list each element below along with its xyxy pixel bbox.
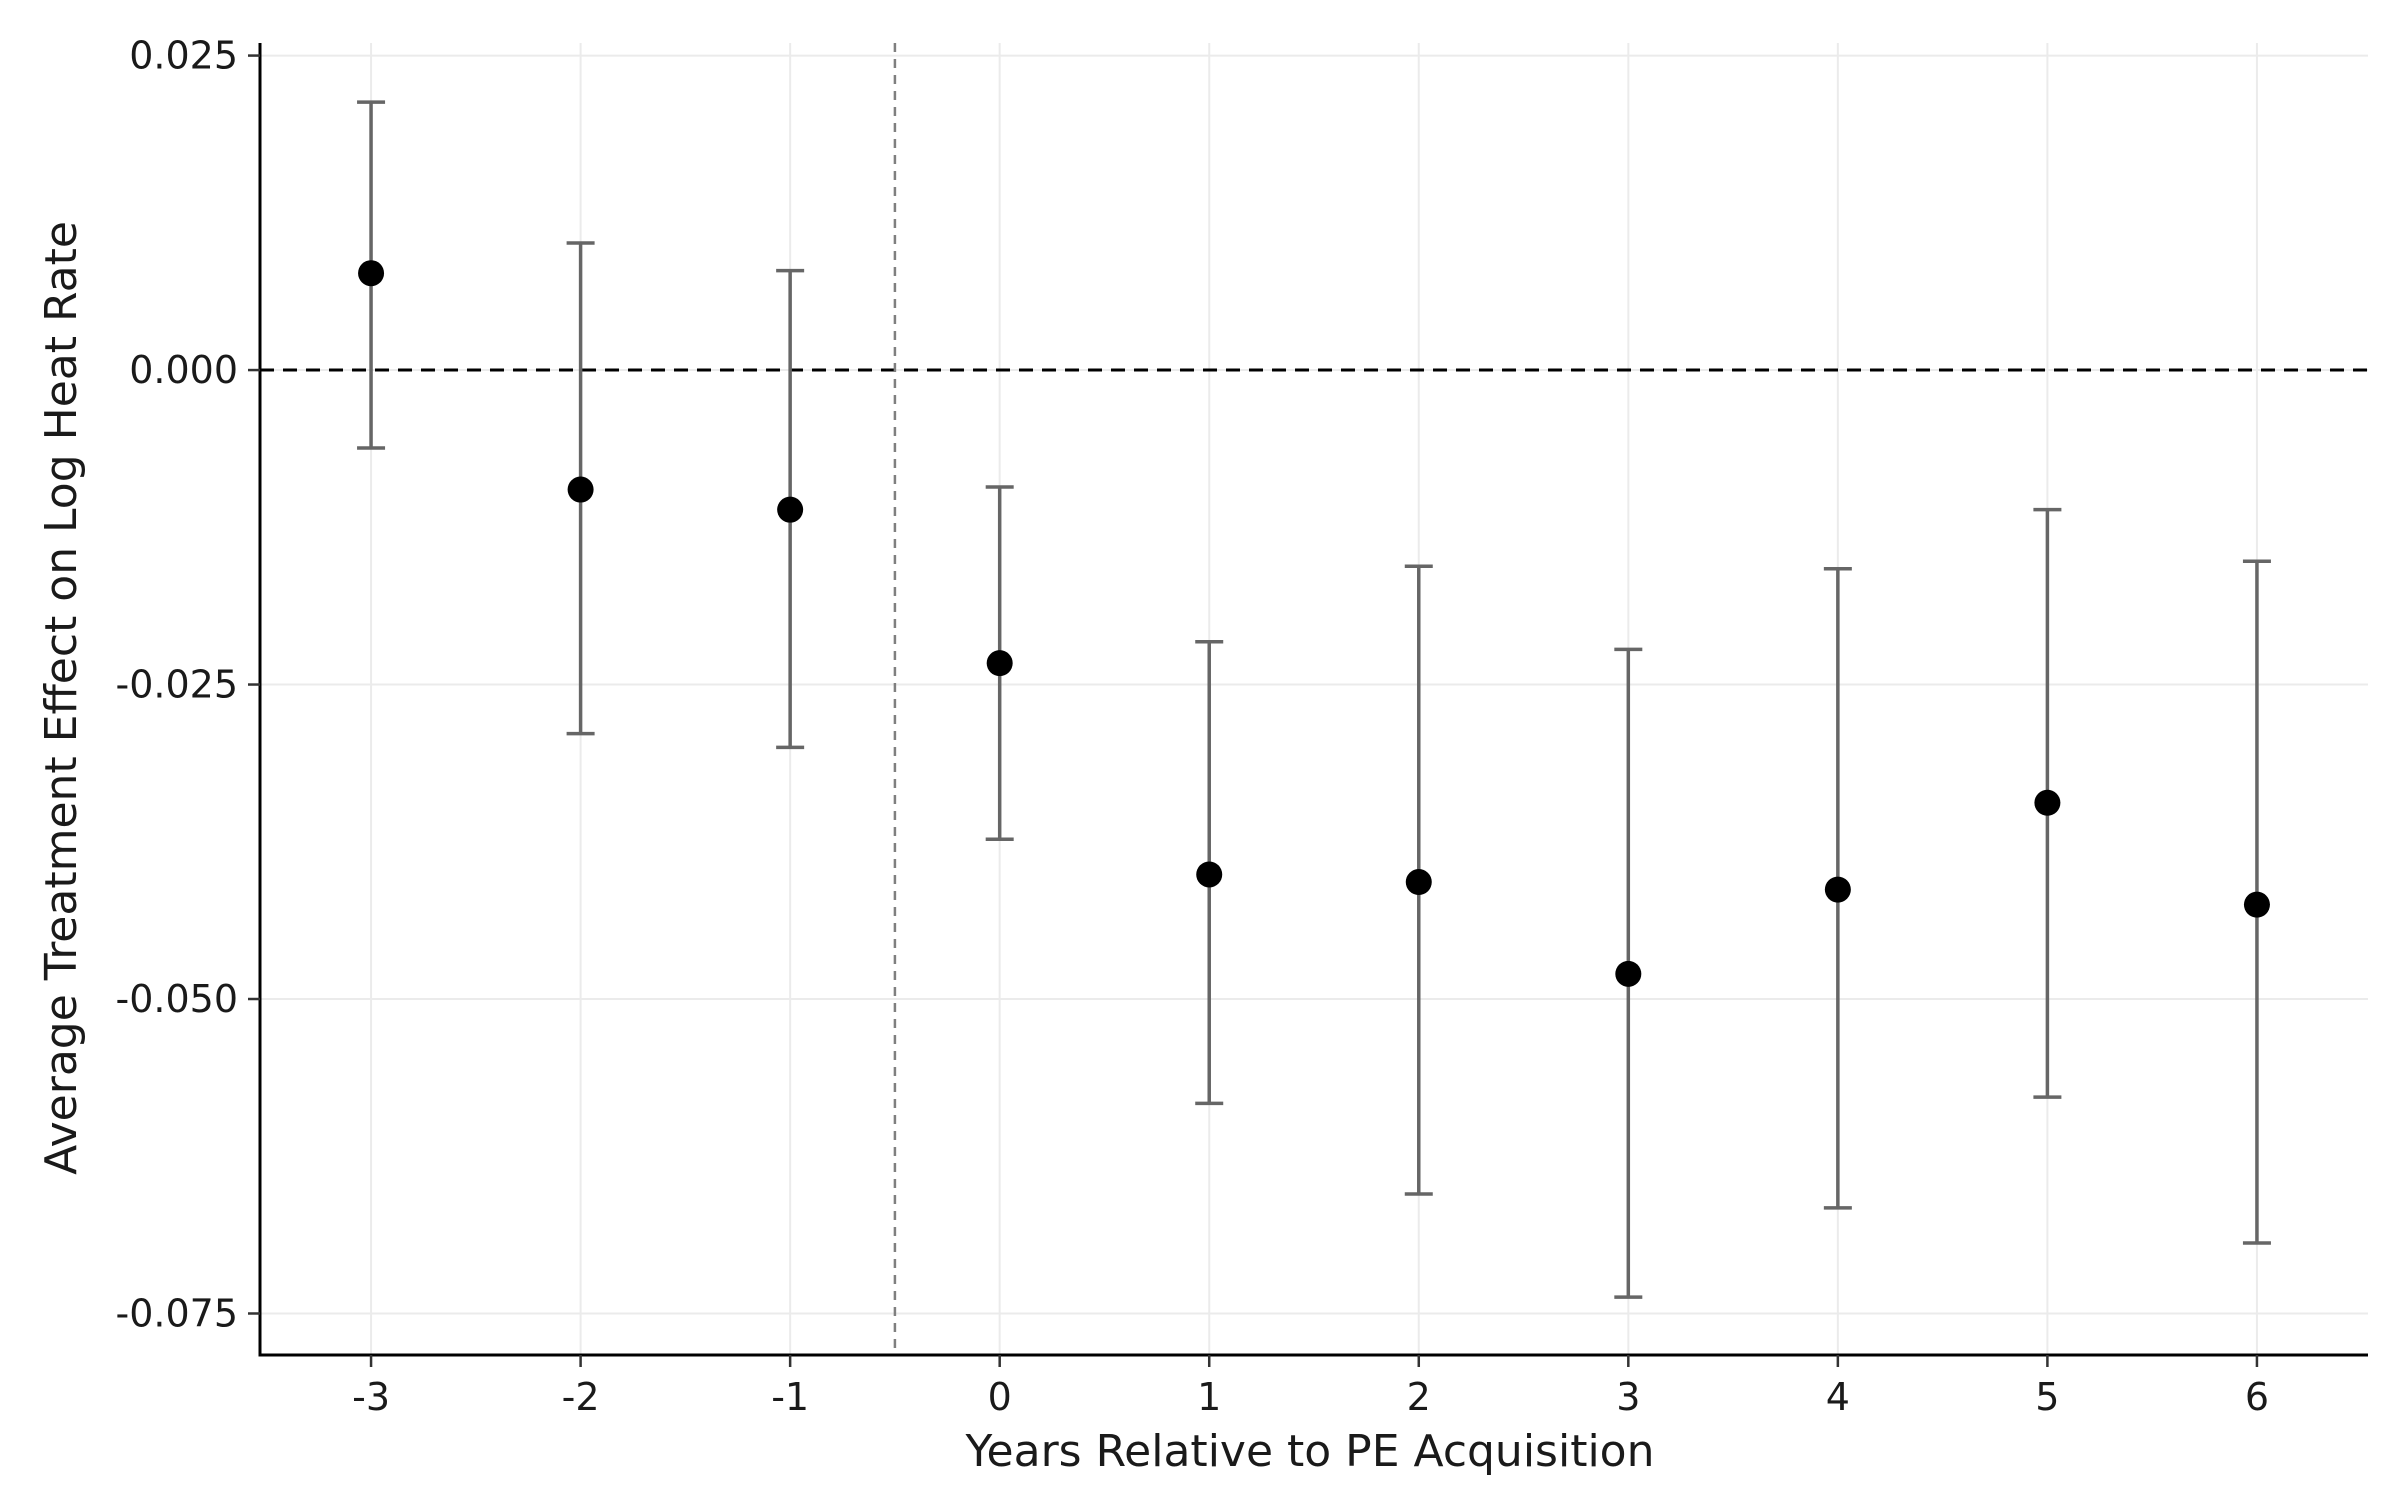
point-estimate: [1196, 861, 1223, 888]
x-tick-label: -1: [771, 1375, 809, 1419]
axes: [248, 43, 2368, 1367]
point-estimate: [1824, 876, 1851, 903]
y-axis-title: Average Treatment Effect on Log Heat Rat…: [36, 221, 87, 1175]
tick-labels: -3 -2 -1 0 1 2 3 4 5 6 0.025 0.000 -0.025 -0.050 -0.07…: [116, 34, 2270, 1419]
point-estimates: [358, 260, 2270, 987]
grid-layer: [260, 43, 2368, 1355]
x-tick-label: 2: [1407, 1375, 1431, 1419]
point-estimate: [1615, 960, 1642, 987]
y-tick-label: -0.050: [116, 977, 239, 1021]
x-axis-title: Years Relative to PE Acquisition: [965, 1426, 1655, 1477]
point-estimate: [567, 476, 594, 503]
x-tick-label: 5: [2035, 1375, 2059, 1419]
x-tick-label: 6: [2245, 1375, 2269, 1419]
y-tick-label: 0.000: [129, 348, 238, 392]
y-tick-label: 0.025: [129, 34, 238, 78]
x-tick-label: -3: [352, 1375, 390, 1419]
x-tick-label: 4: [1826, 1375, 1850, 1419]
point-estimate: [777, 496, 804, 523]
x-tick-label: -2: [562, 1375, 600, 1419]
point-estimate: [2243, 891, 2270, 918]
x-tick-label: 0: [988, 1375, 1012, 1419]
point-estimate: [986, 650, 1013, 677]
point-estimate: [358, 260, 385, 287]
reference-lines: [260, 43, 2368, 1355]
y-tick-label: -0.025: [116, 663, 239, 707]
point-estimate: [1405, 869, 1432, 896]
point-estimate: [2034, 789, 2061, 816]
x-tick-label: 1: [1197, 1375, 1221, 1419]
y-tick-label: -0.075: [116, 1291, 239, 1335]
x-tick-label: 3: [1616, 1375, 1640, 1419]
error-bars: [357, 100, 2271, 1299]
